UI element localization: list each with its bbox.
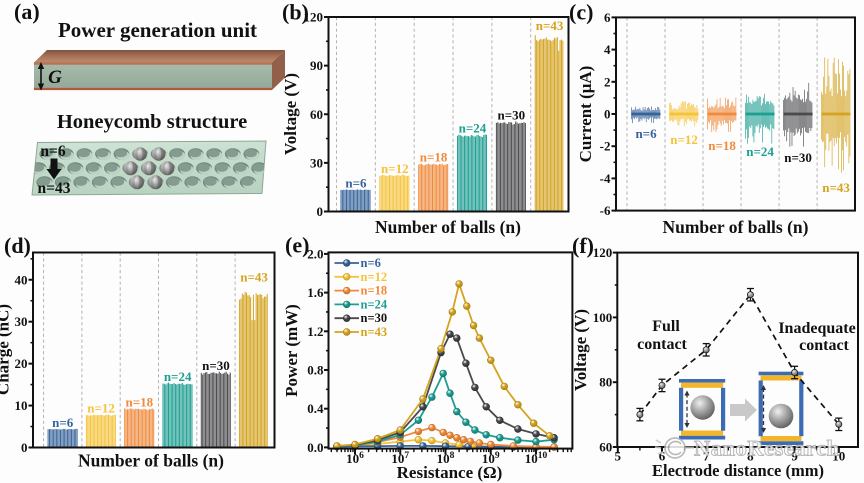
svg-text:7: 7	[703, 449, 710, 464]
svg-text:4: 4	[604, 42, 611, 57]
svg-text:8: 8	[747, 449, 754, 464]
svg-text:0: 0	[317, 204, 324, 219]
svg-text:1.2: 1.2	[307, 324, 323, 339]
svg-text:Current (μA): Current (μA)	[576, 66, 595, 163]
svg-text:Charge (nC): Charge (nC)	[0, 304, 13, 395]
svg-text:n=24: n=24	[746, 144, 774, 159]
svg-text:Power (mW): Power (mW)	[282, 304, 301, 397]
svg-text:n=43: n=43	[240, 269, 268, 284]
svg-text:n=43: n=43	[38, 180, 71, 197]
svg-text:90: 90	[310, 58, 323, 73]
svg-text:n=6: n=6	[52, 415, 74, 430]
svg-text:n=6: n=6	[345, 175, 367, 190]
svg-text:30: 30	[15, 314, 28, 329]
svg-text:0.8: 0.8	[307, 363, 324, 378]
svg-text:Number of balls (n): Number of balls (n)	[662, 217, 808, 237]
svg-text:0: 0	[21, 440, 28, 455]
svg-text:(d): (d)	[4, 233, 31, 258]
svg-text:Power generation unit: Power generation unit	[58, 18, 257, 42]
svg-text:-2: -2	[600, 139, 611, 154]
svg-text:Number of balls (n): Number of balls (n)	[375, 217, 521, 237]
svg-text:n=18: n=18	[708, 138, 736, 153]
svg-text:(c): (c)	[569, 0, 593, 25]
svg-text:9: 9	[791, 449, 798, 464]
svg-text:30: 30	[310, 155, 323, 170]
svg-text:n=24: n=24	[361, 297, 388, 311]
svg-text:Inadequate: Inadequate	[778, 320, 855, 337]
svg-text:80: 80	[599, 375, 612, 390]
svg-text:n=24: n=24	[164, 369, 192, 384]
svg-text:n=6: n=6	[40, 143, 65, 160]
svg-text:(a): (a)	[14, 0, 40, 24]
svg-text:20: 20	[15, 356, 28, 371]
svg-text:NanoResearch: NanoResearch	[694, 436, 840, 461]
svg-text:(f): (f)	[572, 233, 594, 258]
svg-text:0.4: 0.4	[307, 401, 324, 416]
svg-text:contact: contact	[637, 336, 687, 353]
svg-text:120: 120	[304, 10, 324, 25]
svg-text:n=6: n=6	[361, 256, 381, 270]
svg-text:Full: Full	[652, 318, 680, 335]
svg-text:(b): (b)	[282, 0, 309, 25]
svg-text:0: 0	[604, 107, 611, 122]
svg-text:2.0: 2.0	[307, 246, 323, 261]
svg-text:-4: -4	[600, 171, 611, 186]
svg-text:100: 100	[593, 310, 613, 325]
svg-text:n=12: n=12	[381, 161, 409, 176]
svg-text:-6: -6	[600, 203, 611, 218]
svg-text:60: 60	[599, 440, 612, 455]
svg-text:10: 10	[15, 398, 28, 413]
svg-text:n=43: n=43	[536, 18, 564, 33]
svg-text:0.0: 0.0	[307, 440, 323, 455]
svg-text:n=12: n=12	[361, 270, 388, 284]
svg-text:n=30: n=30	[498, 107, 526, 122]
svg-text:contact: contact	[799, 337, 849, 354]
svg-text:n=43: n=43	[361, 325, 388, 339]
svg-text:Voltage (V): Voltage (V)	[281, 73, 300, 155]
svg-text:Resistance (Ω): Resistance (Ω)	[397, 463, 503, 482]
svg-text:40: 40	[15, 272, 28, 287]
svg-text:n=18: n=18	[126, 394, 154, 409]
svg-text:60: 60	[310, 107, 323, 122]
svg-text:Electrode distance (mm): Electrode distance (mm)	[652, 461, 824, 480]
svg-text:5: 5	[615, 449, 622, 464]
svg-text:n=12: n=12	[670, 132, 698, 147]
svg-text:n=6: n=6	[635, 126, 657, 141]
svg-text:n=18: n=18	[420, 149, 448, 164]
svg-text:Honeycomb structure: Honeycomb structure	[57, 111, 247, 133]
svg-text:n=24: n=24	[459, 120, 487, 135]
svg-text:120: 120	[593, 245, 613, 260]
svg-text:1.6: 1.6	[307, 285, 324, 300]
svg-text:6: 6	[604, 10, 611, 25]
svg-text:10: 10	[832, 449, 845, 464]
svg-text:n=12: n=12	[87, 401, 115, 416]
svg-text:Number of balls (n): Number of balls (n)	[78, 451, 224, 471]
svg-text:n=18: n=18	[361, 284, 388, 298]
svg-text:6: 6	[659, 449, 666, 464]
svg-text:2: 2	[604, 74, 611, 89]
svg-text:G: G	[48, 67, 62, 88]
svg-text:Voltage (V): Voltage (V)	[571, 309, 590, 391]
svg-text:n=43: n=43	[822, 180, 850, 195]
svg-text:(e): (e)	[285, 233, 309, 258]
svg-text:n=30: n=30	[361, 311, 388, 325]
svg-text:n=30: n=30	[784, 150, 812, 165]
svg-text:n=30: n=30	[202, 358, 230, 373]
